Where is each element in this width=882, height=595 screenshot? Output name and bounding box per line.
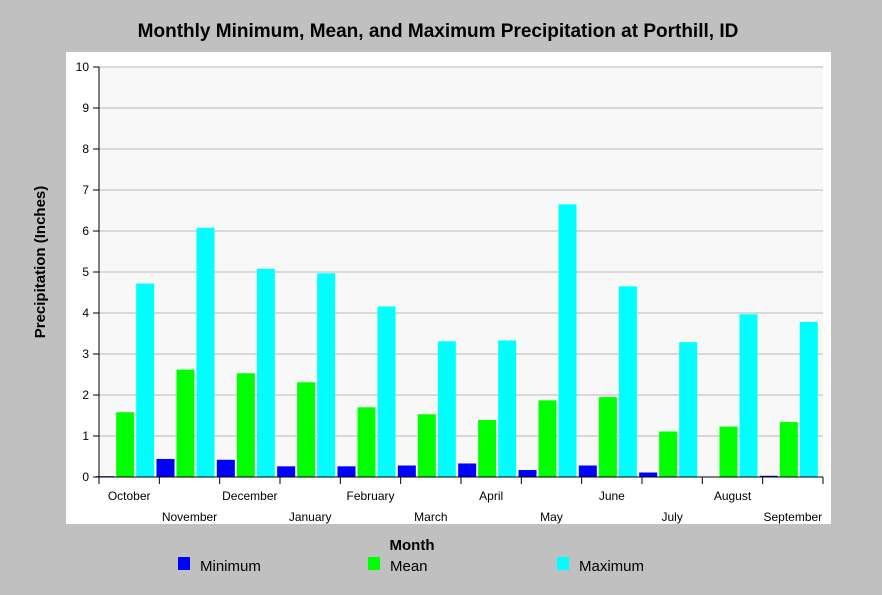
bar-minimum-september xyxy=(759,475,778,477)
chart-title: Monthly Minimum, Mean, and Maximum Preci… xyxy=(138,21,739,42)
y-axis-label: Precipitation (Inches) xyxy=(32,186,49,339)
x-tick-label: April xyxy=(479,489,503,503)
bar-mean-april xyxy=(478,420,497,477)
bar-maximum-july xyxy=(679,342,698,477)
x-tick-label: March xyxy=(414,510,447,524)
bar-minimum-march xyxy=(397,465,416,477)
y-tick-label: 7 xyxy=(82,183,89,197)
legend-swatch-maximum xyxy=(557,557,569,570)
y-tick-label: 1 xyxy=(82,429,89,443)
x-tick-label: May xyxy=(540,510,563,524)
y-tick-label: 4 xyxy=(82,306,89,320)
y-ticks: 0 1 2 3 4 5 6 7 8 9 10 xyxy=(76,60,99,484)
bar-mean-august xyxy=(719,426,738,477)
x-tick-label: January xyxy=(289,510,332,524)
bar-mean-may xyxy=(538,400,557,477)
x-tick-label: November xyxy=(162,510,217,524)
bar-mean-march xyxy=(417,414,436,477)
bar-maximum-december xyxy=(256,268,275,477)
bars xyxy=(96,204,818,477)
bar-minimum-may xyxy=(518,470,537,477)
bar-minimum-january xyxy=(277,466,296,477)
legend-label-mean: Mean xyxy=(390,558,428,575)
y-tick-label: 6 xyxy=(82,224,89,238)
x-tick-label: September xyxy=(763,510,822,524)
bar-minimum-february xyxy=(337,466,356,477)
y-tick-label: 3 xyxy=(82,347,89,361)
x-tick-label: October xyxy=(108,489,151,503)
bar-minimum-december xyxy=(216,459,235,477)
y-tick-label: 8 xyxy=(82,142,89,156)
bar-mean-october xyxy=(116,412,135,477)
legend-swatch-minimum xyxy=(178,557,190,570)
bar-mean-june xyxy=(598,397,617,477)
bar-maximum-february xyxy=(377,306,396,477)
y-tick-label: 9 xyxy=(82,101,89,115)
bar-mean-july xyxy=(659,431,678,477)
y-tick-label: 2 xyxy=(82,388,89,402)
x-axis-label: Month xyxy=(390,537,435,554)
bar-minimum-april xyxy=(458,463,477,477)
bar-mean-november xyxy=(176,369,195,477)
bar-minimum-june xyxy=(578,465,597,477)
y-tick-label: 5 xyxy=(82,265,89,279)
bar-maximum-october xyxy=(136,283,155,477)
bar-mean-december xyxy=(236,373,255,477)
x-tick-label: December xyxy=(222,489,277,503)
bar-maximum-september xyxy=(799,322,818,477)
bar-mean-september xyxy=(779,422,798,477)
bar-maximum-march xyxy=(437,341,456,477)
bar-maximum-january xyxy=(317,273,336,477)
y-tick-label: 10 xyxy=(76,60,90,74)
grid xyxy=(99,66,823,437)
bar-maximum-november xyxy=(196,227,215,477)
bar-minimum-july xyxy=(639,472,658,477)
bar-maximum-may xyxy=(558,204,577,477)
y-tick-label: 0 xyxy=(82,470,89,484)
legend: Minimum Mean Maximum xyxy=(178,557,644,575)
legend-label-maximum: Maximum xyxy=(579,558,644,575)
bar-maximum-april xyxy=(498,340,517,477)
bar-mean-january xyxy=(297,382,316,477)
x-ticks: October November December January February Ma… xyxy=(98,477,824,524)
x-tick-label: June xyxy=(599,489,625,503)
bar-minimum-november xyxy=(156,458,175,477)
x-tick-label: August xyxy=(714,489,752,503)
x-tick-label: July xyxy=(661,510,682,524)
bar-maximum-june xyxy=(618,286,637,477)
legend-swatch-mean xyxy=(368,557,380,570)
bar-mean-february xyxy=(357,407,376,477)
x-tick-label: February xyxy=(346,489,394,503)
bar-maximum-august xyxy=(739,314,758,477)
legend-label-minimum: Minimum xyxy=(200,558,261,575)
